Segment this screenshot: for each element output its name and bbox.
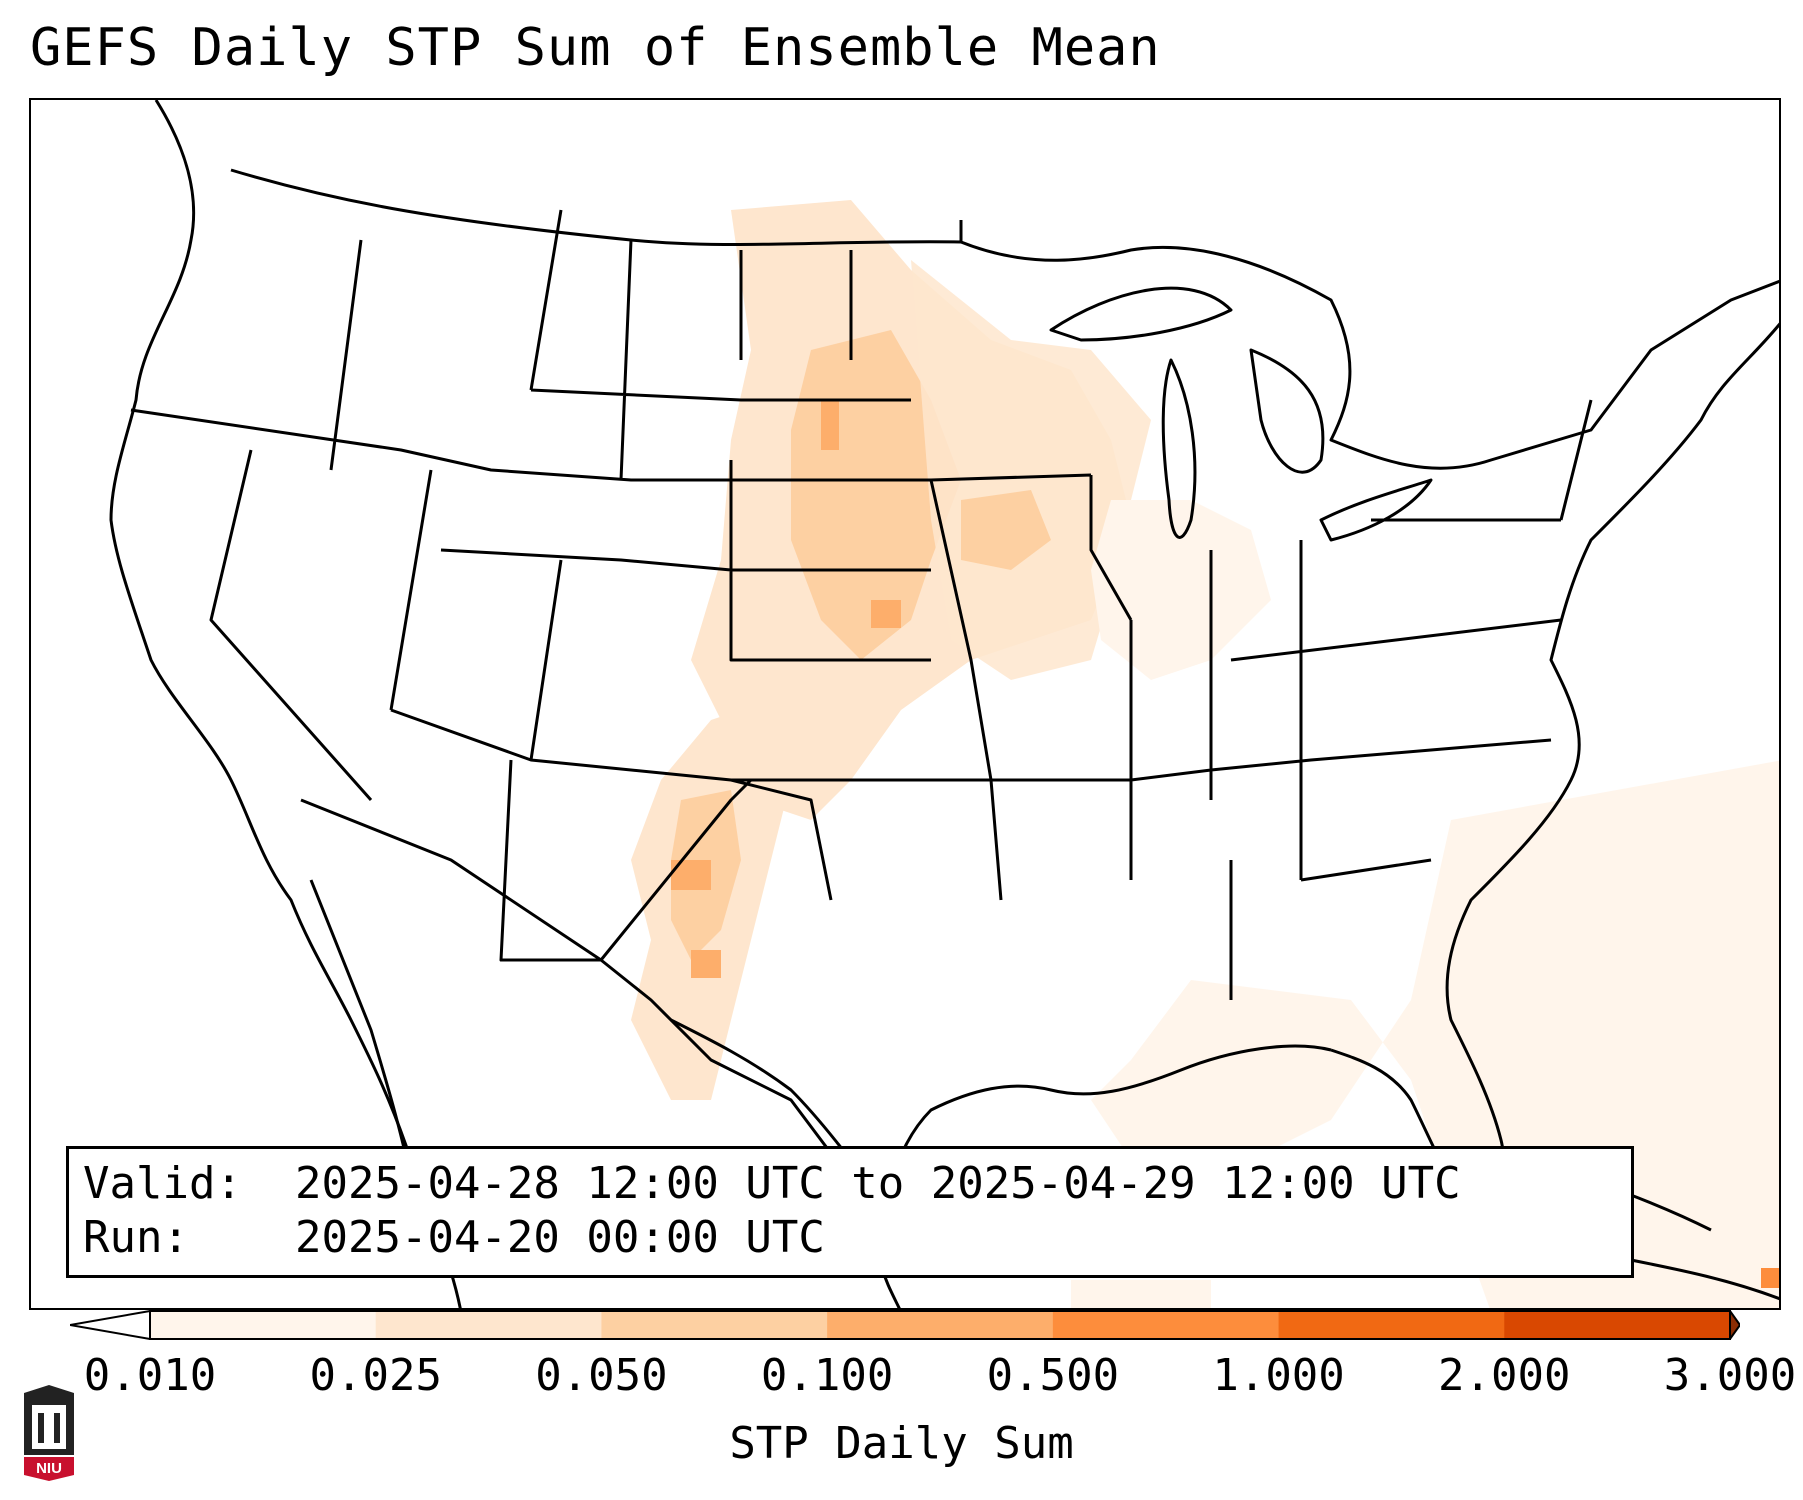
stp-shading-cell <box>1071 1280 1211 1308</box>
colorbar-tick-label: 0.025 <box>309 1350 442 1401</box>
us-mexico-border <box>300 798 853 1181</box>
validity-box: Valid: 2025-04-28 12:00 UTC to 2025-04-2… <box>66 1146 1634 1278</box>
valid-row: Valid: 2025-04-28 12:00 UTC to 2025-04-2… <box>83 1157 1617 1211</box>
run-value: 2025-04-20 00:00 UTC <box>295 1212 825 1263</box>
colorbar-tick-labels: 0.010 0.025 0.050 0.100 0.500 1.000 2.000 3.000 <box>0 1350 1803 1410</box>
stp-shading <box>631 200 1779 1308</box>
stp-shading-cell <box>871 600 901 628</box>
colorbar-segment <box>150 1311 377 1339</box>
colorbar-tick-label: 0.010 <box>83 1350 217 1401</box>
colorbar-under-arrow <box>70 1310 151 1340</box>
colorbar-segment <box>601 1311 828 1339</box>
valid-value: 2025-04-28 12:00 UTC to 2025-04-29 12:00… <box>295 1158 1461 1209</box>
logo-banner <box>24 1457 74 1481</box>
lake-huron <box>1249 348 1325 474</box>
colorbar-tick-label: 1.000 <box>1212 1350 1345 1401</box>
colorbar-tick-label: 2.000 <box>1438 1350 1571 1401</box>
map-svg <box>109 100 1779 1308</box>
lake-michigan <box>1161 358 1197 539</box>
great-lakes-border <box>960 240 1779 470</box>
colorbar-tick-label: 3.000 <box>1663 1350 1797 1401</box>
map-title: GEFS Daily STP Sum of Ensemble Mean <box>30 18 1161 78</box>
colorbar-tick-label: 0.500 <box>986 1350 1120 1401</box>
stp-shading-cell <box>691 950 721 978</box>
stp-shading-cell <box>821 400 839 450</box>
colorbar-outline <box>149 1310 1731 1340</box>
stp-shading-iowa <box>961 490 1051 570</box>
stp-shading-illinois <box>1091 500 1271 680</box>
lake-superior <box>1049 286 1233 342</box>
logo-text: NIU <box>36 1460 62 1477</box>
pacific-coastline <box>109 100 462 1308</box>
run-key: Run: <box>83 1212 189 1263</box>
run-row: Run: 2025-04-20 00:00 UTC <box>83 1211 1617 1265</box>
colorbar-over-arrow <box>1729 1310 1740 1340</box>
colorbar-tick-label: 0.100 <box>760 1350 894 1401</box>
colorbar-segment <box>1504 1311 1731 1339</box>
stp-shading-cell <box>1761 1268 1779 1288</box>
colorbar-segment <box>1278 1311 1505 1339</box>
lake-erie <box>1319 478 1433 542</box>
colorbar-tick-label: 0.050 <box>535 1350 668 1401</box>
stp-shading-midwest <box>911 260 1151 680</box>
state-lines <box>130 209 1593 1000</box>
colorbar-label: STP Daily Sum <box>729 1418 1074 1469</box>
colorbar-segment <box>1052 1311 1280 1339</box>
valid-key: Valid: <box>83 1158 242 1209</box>
colorbar-segments <box>70 1310 1740 1340</box>
colorbar <box>70 1310 1740 1340</box>
colorbar-segment <box>375 1311 602 1339</box>
niu-logo-icon: NIU <box>24 1385 74 1481</box>
map-area <box>29 98 1781 1310</box>
colorbar-segment <box>827 1311 1054 1339</box>
baja-coastline <box>309 879 413 1181</box>
us-canada-border <box>230 168 963 247</box>
